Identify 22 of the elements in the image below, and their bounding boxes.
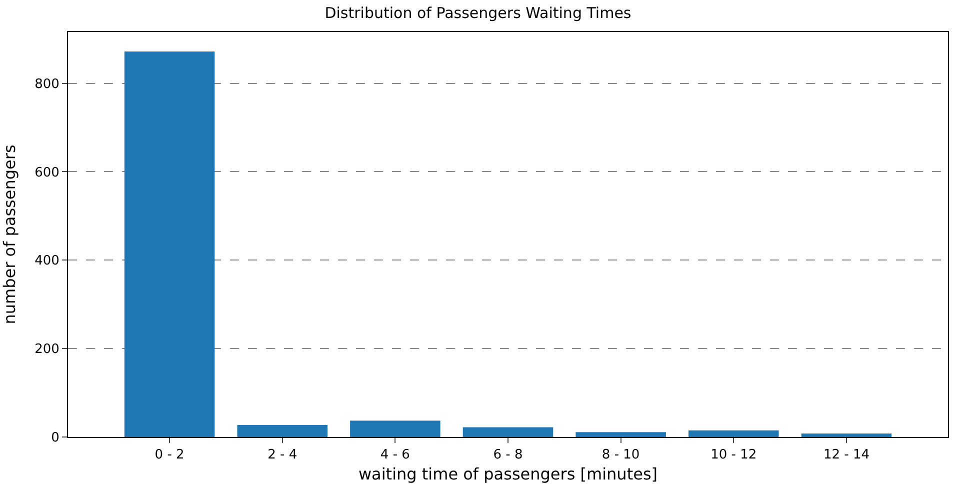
x-tick-label: 10 - 12 — [710, 448, 757, 463]
bar — [462, 427, 554, 437]
x-tick-label: 6 - 8 — [493, 448, 523, 463]
bar — [801, 433, 892, 437]
bar — [688, 430, 779, 437]
bar — [576, 432, 666, 437]
y-tick-label: 400 — [34, 254, 60, 269]
chart-title: Distribution of Passengers Waiting Times — [324, 4, 632, 22]
x-axis-title: waiting time of passengers [minutes] — [358, 464, 658, 484]
y-tick-label: 0 — [51, 430, 60, 446]
x-tick-label: 0 - 2 — [154, 448, 184, 463]
bar — [350, 420, 440, 437]
x-tick-label: 4 - 6 — [380, 448, 410, 463]
x-tick-label: 12 - 14 — [823, 448, 870, 463]
x-tick-label: 2 - 4 — [268, 448, 298, 463]
y-tick-label: 800 — [34, 76, 60, 92]
y-tick-label: 600 — [34, 165, 60, 180]
bar — [124, 51, 215, 437]
x-tick-label: 8 - 10 — [602, 448, 640, 463]
bar — [237, 425, 328, 437]
y-axis-title: number of passengers — [0, 144, 19, 324]
y-tick-label: 200 — [34, 342, 60, 358]
